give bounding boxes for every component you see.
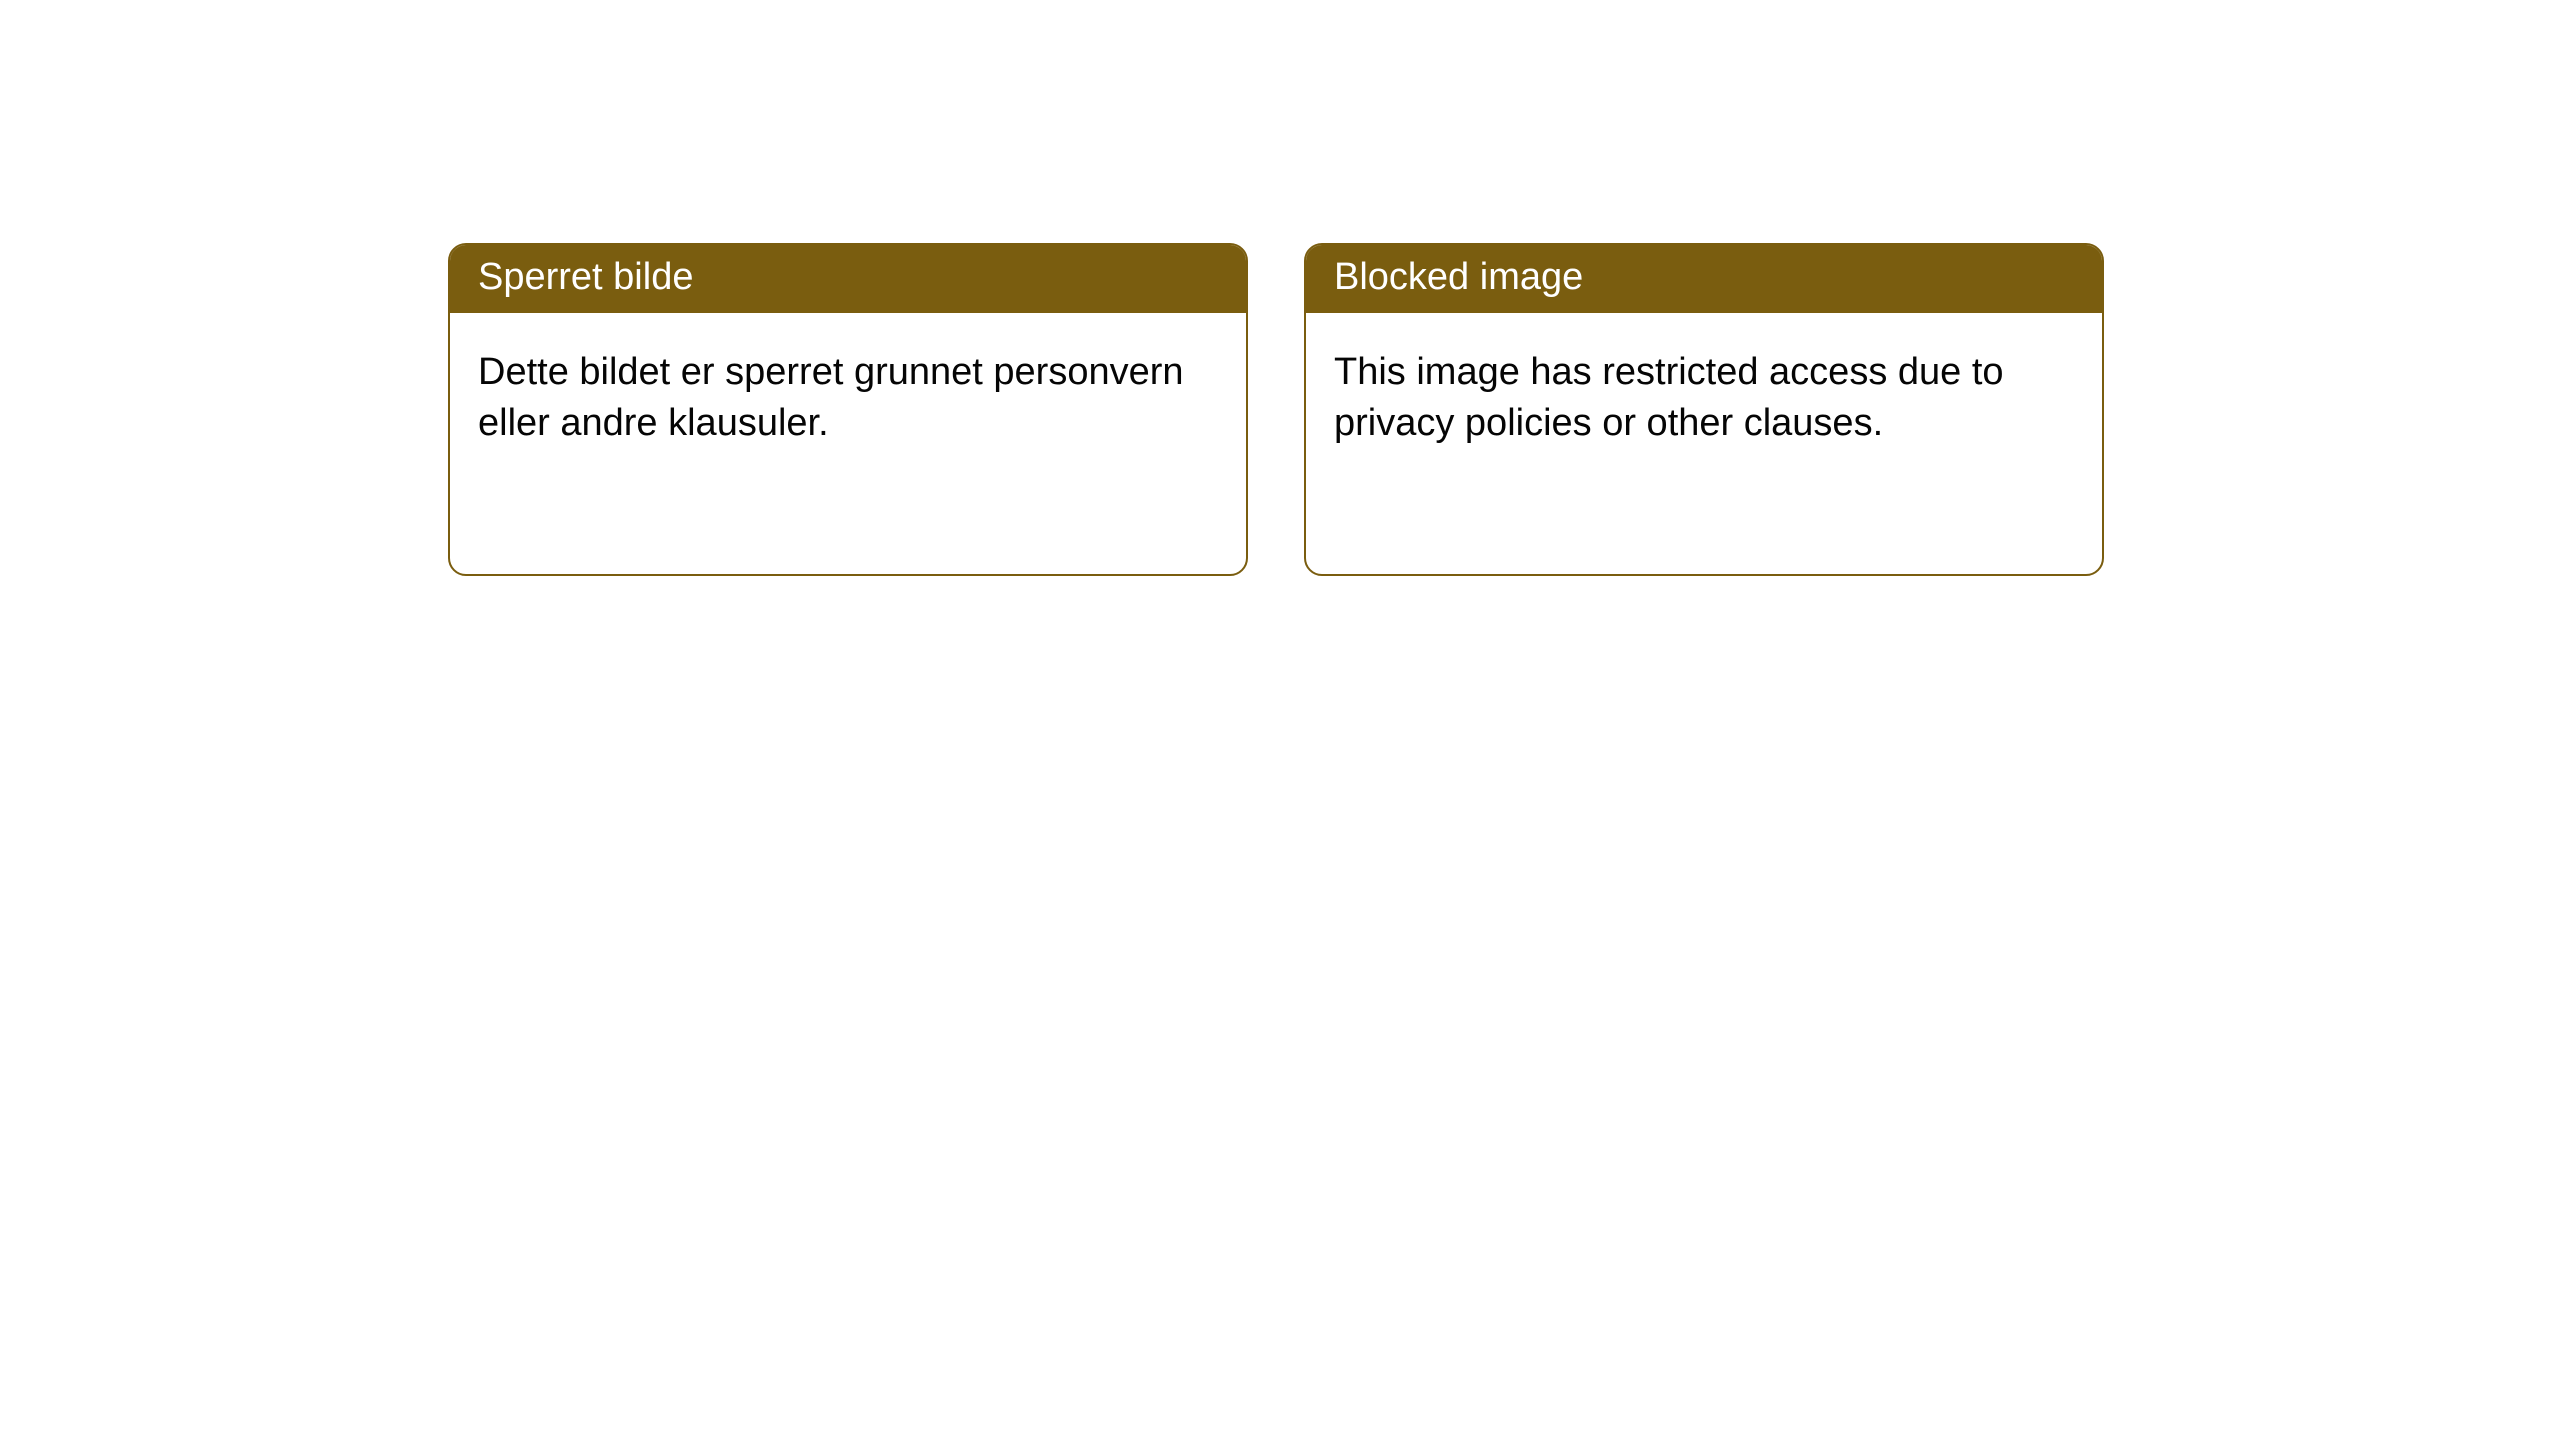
card-header-no: Sperret bilde: [450, 245, 1246, 313]
blocked-image-card-en: Blocked image This image has restricted …: [1304, 243, 2104, 576]
notice-container: Sperret bilde Dette bildet er sperret gr…: [0, 0, 2560, 576]
card-body-en: This image has restricted access due to …: [1306, 313, 2102, 484]
blocked-image-card-no: Sperret bilde Dette bildet er sperret gr…: [448, 243, 1248, 576]
card-body-no: Dette bildet er sperret grunnet personve…: [450, 313, 1246, 484]
card-header-en: Blocked image: [1306, 245, 2102, 313]
